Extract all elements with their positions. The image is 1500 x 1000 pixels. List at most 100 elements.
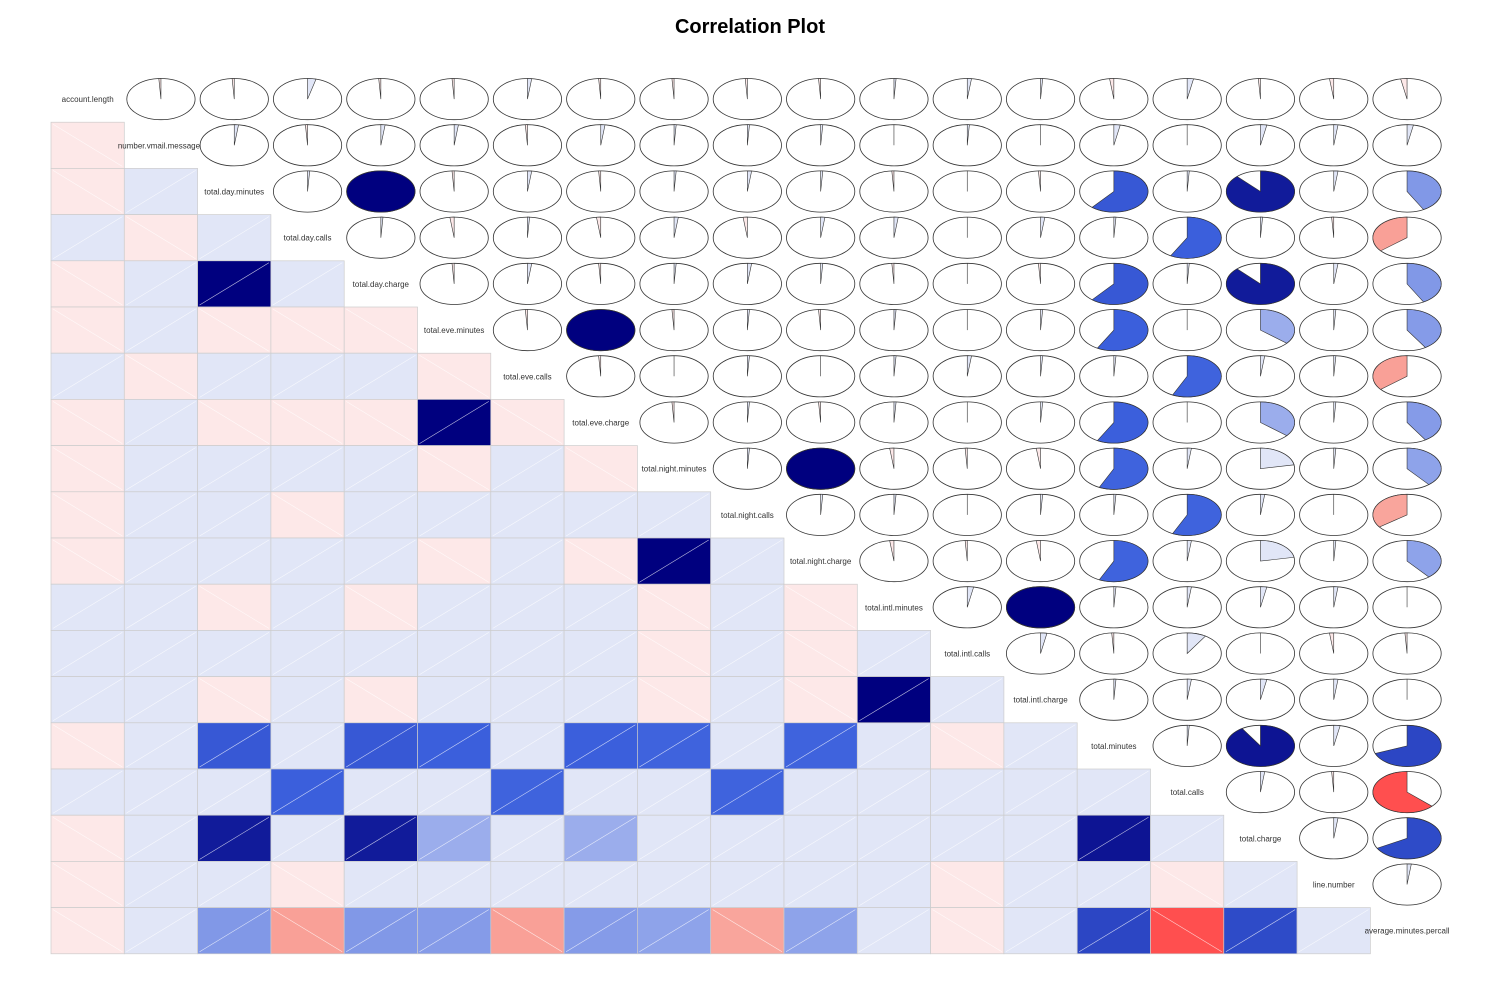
pie-slice — [1186, 540, 1192, 562]
shade-hatch — [52, 216, 123, 260]
pie-slice — [1260, 586, 1268, 608]
shade-hatch — [272, 632, 343, 675]
shade-hatch — [126, 770, 196, 814]
pie-slice — [449, 216, 455, 238]
pie-slice — [1098, 540, 1149, 582]
shade-hatch — [565, 863, 636, 906]
pie-slice — [1260, 678, 1268, 700]
pie-slice — [891, 262, 895, 284]
pie-slice — [1406, 401, 1442, 441]
shade-hatch — [272, 816, 343, 860]
pie-slice — [1170, 216, 1222, 259]
pie-slice — [889, 540, 895, 562]
shade-hatch — [272, 447, 343, 491]
pie-slice — [1260, 493, 1266, 515]
shade-hatch — [52, 170, 123, 213]
variable-label: number.vmail.messages — [118, 141, 204, 150]
pie-slice — [1406, 447, 1442, 485]
variable-label: total.eve.minutes — [424, 326, 484, 335]
shade-hatch — [52, 632, 123, 675]
shade-hatch — [1079, 909, 1149, 953]
pie-slice — [1186, 447, 1192, 469]
shade-hatch — [859, 724, 929, 768]
pie-slice — [1040, 355, 1044, 377]
shade-hatch — [419, 401, 489, 444]
variable-label: average.minutes.percall — [1365, 927, 1450, 936]
shade-hatch — [272, 678, 343, 722]
pie-slice — [1091, 262, 1149, 305]
pie-slice — [598, 262, 602, 284]
shade-hatch — [126, 308, 196, 352]
shade-hatch — [932, 816, 1003, 860]
shade-hatch — [785, 863, 856, 906]
shade-hatch — [492, 493, 563, 537]
shade-hatch — [1079, 863, 1149, 906]
pie-slice — [378, 78, 382, 100]
shade-hatch — [565, 909, 636, 953]
shade-hatch — [272, 308, 343, 352]
shade-hatch — [565, 632, 636, 675]
shade-hatch — [1005, 724, 1076, 768]
pie-slice — [1406, 863, 1412, 885]
pie-slice — [820, 493, 824, 515]
shade-hatch — [272, 354, 343, 398]
shade-hatch — [346, 863, 416, 906]
shade-hatch — [199, 678, 270, 722]
shade-hatch — [126, 909, 196, 953]
shade-hatch — [1152, 909, 1222, 953]
pie-slice — [1186, 632, 1207, 655]
shade-hatch — [419, 863, 489, 906]
pie-slice — [673, 262, 677, 284]
variable-label: total.charge — [1240, 834, 1282, 843]
shade-hatch — [492, 585, 563, 629]
shade-hatch — [346, 401, 416, 444]
pie-slice — [598, 170, 602, 192]
shade-hatch — [419, 539, 489, 583]
pie-slice — [1226, 724, 1295, 767]
pie-slice — [1406, 170, 1442, 210]
shade-hatch — [346, 354, 416, 398]
pie-slice — [1006, 586, 1076, 629]
pie-slice — [820, 262, 824, 284]
shade-hatch — [565, 770, 636, 814]
shade-hatch — [785, 816, 856, 860]
pie-slice — [305, 124, 308, 146]
shade-hatch — [492, 401, 563, 444]
pie-slice — [1260, 771, 1266, 793]
pie-slice — [1098, 447, 1149, 490]
variable-label: total.intl.calls — [944, 650, 990, 659]
shade-hatch — [1298, 909, 1369, 953]
shade-hatch — [492, 816, 563, 860]
shade-hatch — [199, 585, 270, 629]
shade-hatch — [785, 678, 856, 722]
pie-slice — [1040, 632, 1048, 654]
pie-slice — [527, 262, 533, 284]
pie-slice — [380, 216, 384, 238]
shade-hatch — [199, 493, 270, 537]
shade-hatch — [52, 123, 123, 167]
shade-hatch — [1225, 863, 1296, 906]
pie-slice — [1406, 540, 1442, 578]
shade-hatch — [419, 354, 489, 398]
pie-slice — [158, 78, 162, 100]
pie-slice — [380, 124, 386, 146]
shade-hatch — [126, 816, 196, 860]
shade-hatch — [639, 909, 709, 953]
pie-slice — [1038, 262, 1041, 284]
shade-hatch — [346, 308, 416, 352]
pie-slice — [1260, 216, 1263, 238]
shade-hatch — [492, 632, 563, 675]
shade-hatch — [932, 770, 1003, 814]
shade-hatch — [199, 863, 270, 906]
pie-slice — [1331, 216, 1335, 238]
shade-hatch — [419, 770, 489, 814]
variable-label: total.calls — [1170, 788, 1203, 797]
pie-slice — [1038, 170, 1041, 192]
shade-hatch — [126, 401, 196, 444]
shade-hatch — [419, 493, 489, 537]
variable-label: total.night.charge — [790, 557, 852, 566]
pie-slice — [1333, 124, 1339, 146]
shade-hatch — [52, 724, 123, 768]
shade-hatch — [272, 539, 343, 583]
pie-slice — [1333, 678, 1339, 700]
